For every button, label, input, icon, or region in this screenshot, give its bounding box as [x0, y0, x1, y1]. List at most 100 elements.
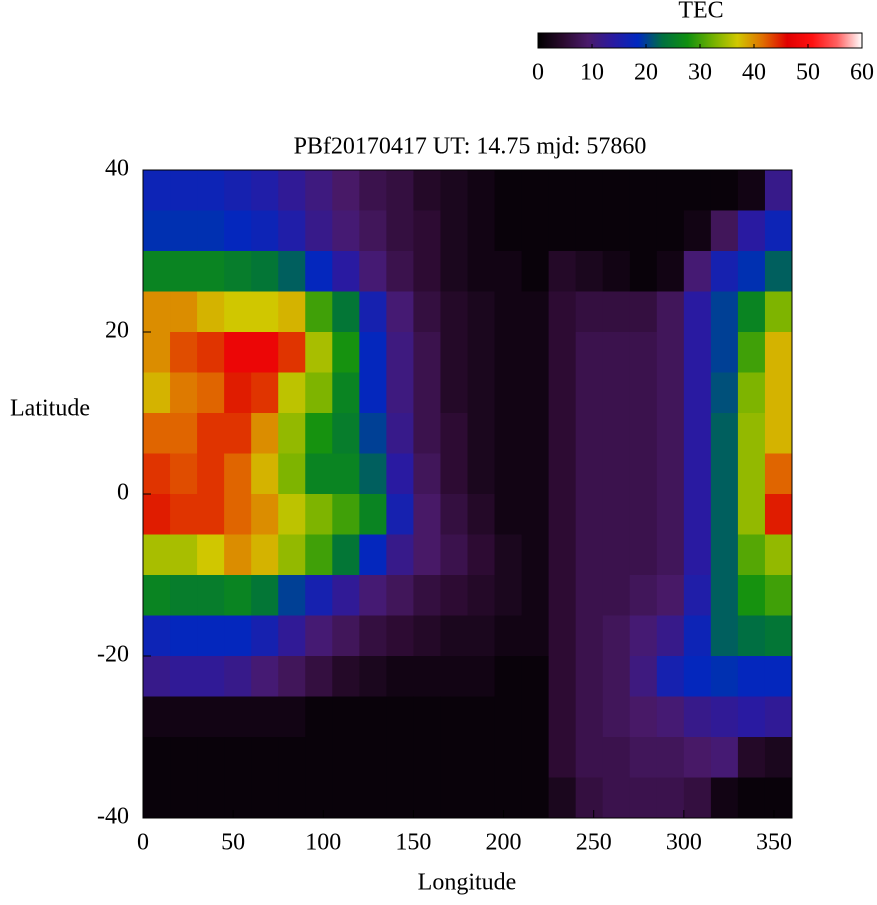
- colorbar-strip: [656, 33, 658, 48]
- heat-cell: [467, 291, 496, 333]
- heat-cell: [764, 494, 793, 535]
- heat-cell: [143, 737, 171, 778]
- colorbar-strip: [583, 33, 585, 48]
- heat-cell: [521, 170, 550, 211]
- heat-cell: [737, 372, 766, 414]
- heat-cell: [224, 494, 252, 535]
- colorbar-strip: [638, 33, 640, 48]
- colorbar-strip: [658, 33, 660, 48]
- colorbar-strip: [827, 33, 829, 48]
- heat-cell: [440, 453, 468, 495]
- heat-cell: [278, 777, 306, 819]
- heat-cell: [413, 210, 441, 252]
- heat-cell: [575, 656, 604, 697]
- heat-cell: [305, 453, 333, 495]
- heat-cell: [170, 615, 198, 657]
- heat-cell: [440, 251, 468, 292]
- heat-cell: [764, 777, 793, 819]
- heat-cell: [764, 413, 793, 454]
- heat-cell: [467, 210, 496, 252]
- heat-cell: [305, 575, 333, 616]
- colorbar-strip: [840, 33, 842, 48]
- heat-cell: [332, 251, 360, 292]
- heat-cell: [494, 777, 523, 819]
- colorbar-strip: [736, 33, 738, 48]
- colorbar-strip: [665, 33, 667, 48]
- colorbar-strip: [787, 33, 789, 48]
- heat-cell: [656, 210, 685, 252]
- heat-cell: [494, 453, 523, 495]
- heat-cell: [602, 210, 631, 252]
- colorbar-strip: [669, 33, 671, 48]
- heat-cell: [494, 534, 523, 576]
- colorbar-strip: [609, 33, 611, 48]
- heat-cell: [413, 696, 441, 738]
- colorbar-strip: [611, 33, 613, 48]
- heat-cell: [224, 777, 252, 819]
- heat-cell: [656, 615, 685, 657]
- colorbar-strip: [568, 33, 570, 48]
- colorbar-strip: [739, 33, 741, 48]
- heat-cell: [197, 372, 225, 414]
- heat-cell: [305, 615, 333, 657]
- heat-cell: [656, 575, 685, 616]
- heat-cell: [332, 534, 360, 576]
- colorbar-strip: [816, 33, 818, 48]
- colorbar-strip: [639, 33, 641, 48]
- colorbar-strip: [751, 33, 753, 48]
- colorbar-strip: [625, 33, 627, 48]
- colorbar-strip: [778, 33, 780, 48]
- colorbar-strip: [652, 33, 654, 48]
- colorbar-strip: [753, 33, 755, 48]
- heat-cell: [548, 737, 577, 778]
- heat-cell: [251, 453, 279, 495]
- heat-cell: [737, 251, 766, 292]
- heat-cell: [251, 777, 279, 819]
- colorbar-strip: [718, 33, 720, 48]
- colorbar-strip: [636, 33, 638, 48]
- colorbar-strip: [632, 33, 634, 48]
- heat-cell: [278, 170, 306, 211]
- colorbar-strip: [836, 33, 838, 48]
- colorbar-strip: [780, 33, 782, 48]
- colorbar-strip: [543, 33, 545, 48]
- heat-cell: [332, 575, 360, 616]
- heat-cell: [359, 494, 387, 535]
- colorbar-strip: [610, 33, 612, 48]
- colorbar-strip: [730, 33, 732, 48]
- colorbar-strip: [664, 33, 666, 48]
- heat-cell: [602, 170, 631, 211]
- colorbar-strip: [782, 33, 784, 48]
- heat-cell: [764, 575, 793, 616]
- colorbar-strip: [585, 33, 587, 48]
- colorbar-strip: [673, 33, 675, 48]
- heat-cell: [251, 170, 279, 211]
- colorbar-tick-label: 0: [532, 60, 544, 86]
- colorbar-label: TEC: [678, 0, 723, 24]
- heat-cell: [710, 615, 739, 657]
- heat-cell: [764, 534, 793, 576]
- heat-cell: [332, 656, 360, 697]
- heat-cell: [629, 291, 658, 333]
- chart-title: PBf20170417 UT: 14.75 mjd: 57860: [294, 134, 647, 160]
- colorbar-strip: [572, 33, 574, 48]
- colorbar-strip: [749, 33, 751, 48]
- heat-cell: [575, 696, 604, 738]
- heat-cell: [467, 372, 496, 414]
- colorbar-strip: [579, 33, 581, 48]
- colorbar-strip: [818, 33, 820, 48]
- colorbar-strip: [828, 33, 830, 48]
- heat-cell: [197, 210, 225, 252]
- colorbar-strip: [629, 33, 631, 48]
- colorbar-strip: [731, 33, 733, 48]
- colorbar-strip: [604, 33, 606, 48]
- heat-cell: [602, 777, 631, 819]
- colorbar-strip: [737, 33, 739, 48]
- y-axis-label: Latitude: [10, 396, 90, 422]
- heat-cell: [467, 575, 496, 616]
- colorbar-strip: [679, 33, 681, 48]
- heat-cell: [224, 615, 252, 657]
- heat-cell: [440, 413, 468, 454]
- heat-cell: [602, 575, 631, 616]
- heat-cell: [683, 534, 712, 576]
